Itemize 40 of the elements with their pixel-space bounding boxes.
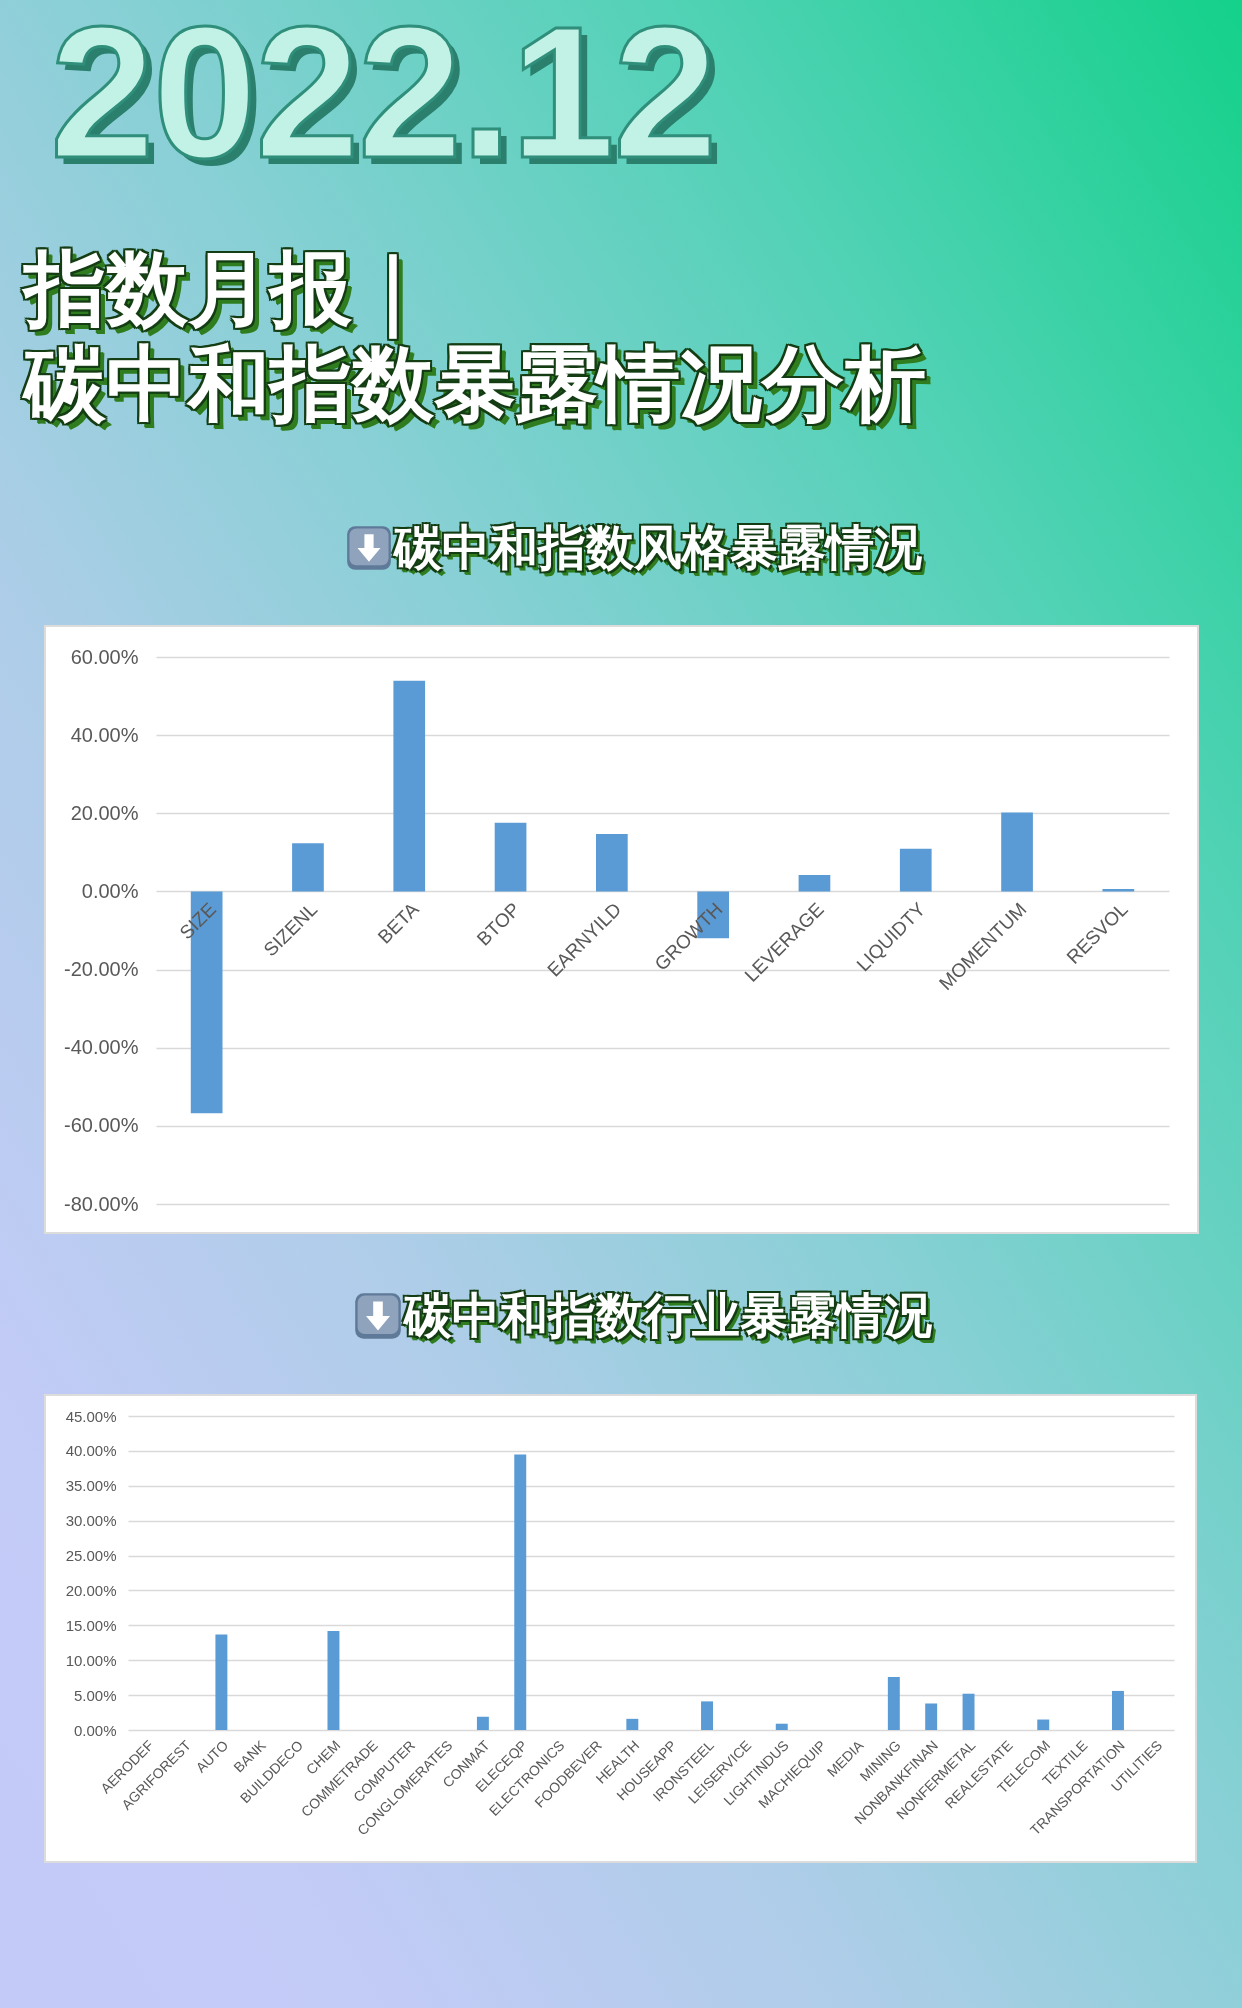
y-tick-label: 60.00% (70, 645, 139, 668)
y-tick-label: 10.00% (65, 1651, 117, 1669)
y-tick-label: 25.00% (65, 1547, 117, 1565)
bar (701, 1701, 714, 1730)
bar (476, 1716, 489, 1730)
y-tick-label: 30.00% (65, 1512, 117, 1530)
y-tick-label: -60.00% (64, 1114, 139, 1137)
bar (626, 1718, 639, 1730)
bar (775, 1723, 788, 1730)
bar (1037, 1719, 1050, 1730)
bar (798, 875, 831, 892)
bar (899, 848, 932, 892)
y-tick-label: 35.00% (65, 1477, 117, 1495)
bar (327, 1630, 340, 1730)
bar (393, 680, 426, 892)
bar (494, 822, 527, 892)
y-tick-label: 20.00% (65, 1581, 117, 1599)
chart-title: 碳中和指数行业暴露情况 (404, 1287, 932, 1345)
chart-title: 碳中和指数风格暴露情况 (394, 519, 922, 577)
bar (1111, 1690, 1124, 1730)
bar (887, 1676, 900, 1730)
bar (962, 1693, 975, 1730)
y-tick-label: 5.00% (73, 1686, 117, 1704)
y-tick-label: 40.00% (70, 723, 139, 746)
text: 2022.12 (50, 0, 716, 197)
bar (1001, 812, 1033, 892)
y-tick-label: -20.00% (64, 958, 139, 981)
y-tick-label: 20.00% (70, 801, 139, 824)
y-tick-label: 45.00% (65, 1407, 117, 1425)
y-tick-label: 40.00% (65, 1442, 117, 1460)
y-tick-label: -40.00% (64, 1036, 139, 1059)
bar (596, 833, 628, 892)
bar (215, 1634, 228, 1730)
y-tick-label: -80.00% (64, 1192, 139, 1215)
bar (925, 1703, 938, 1730)
y-tick-label: 0.00% (81, 879, 139, 902)
bar (514, 1454, 527, 1730)
y-tick-label: 0.00% (73, 1721, 117, 1739)
y-tick-label: 15.00% (65, 1616, 117, 1634)
bar (292, 843, 324, 892)
